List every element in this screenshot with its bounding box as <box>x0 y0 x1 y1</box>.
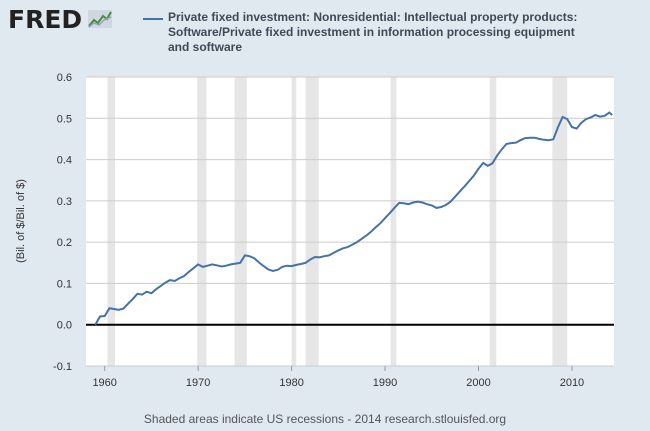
series-line <box>94 111 613 326</box>
x-tick-label: 1980 <box>279 377 303 389</box>
recession-band <box>107 77 115 366</box>
x-tick-label: 1970 <box>186 377 210 389</box>
y-tick-label: 0.1 <box>57 278 72 290</box>
recession-band <box>305 77 319 366</box>
y-tick-label: 0.6 <box>57 72 72 84</box>
recession-band <box>552 77 568 366</box>
fred-logo: FRED <box>8 5 83 34</box>
fred-graph-icon <box>88 10 112 28</box>
y-tick-label: 0.4 <box>57 155 72 167</box>
recession-band <box>390 77 397 366</box>
x-tick-label: 2000 <box>466 377 490 389</box>
legend-swatch <box>143 18 163 20</box>
plot-area <box>86 77 614 366</box>
chart-legend: Private fixed investment: Nonresidential… <box>143 10 583 55</box>
recession-band <box>234 77 247 366</box>
y-tick-label: -0.1 <box>53 361 72 373</box>
y-tick-label: 0.5 <box>57 113 72 125</box>
y-tick-label: 0.3 <box>57 196 72 208</box>
recession-band <box>291 77 297 366</box>
legend-series-label: Private fixed investment: Nonresidential… <box>168 10 578 54</box>
y-axis-label: (Bil. of $/Bil. of $) <box>15 179 27 263</box>
footer-note: Shaded areas indicate US recessions - 20… <box>143 412 507 426</box>
recession-band <box>489 77 497 366</box>
y-tick-label: 0.0 <box>57 320 72 332</box>
recession-band <box>197 77 207 366</box>
y-tick-label: 0.2 <box>57 237 72 249</box>
x-tick-label: 2010 <box>560 377 584 389</box>
x-tick-label: 1990 <box>373 377 397 389</box>
x-tick-label: 1960 <box>92 377 116 389</box>
